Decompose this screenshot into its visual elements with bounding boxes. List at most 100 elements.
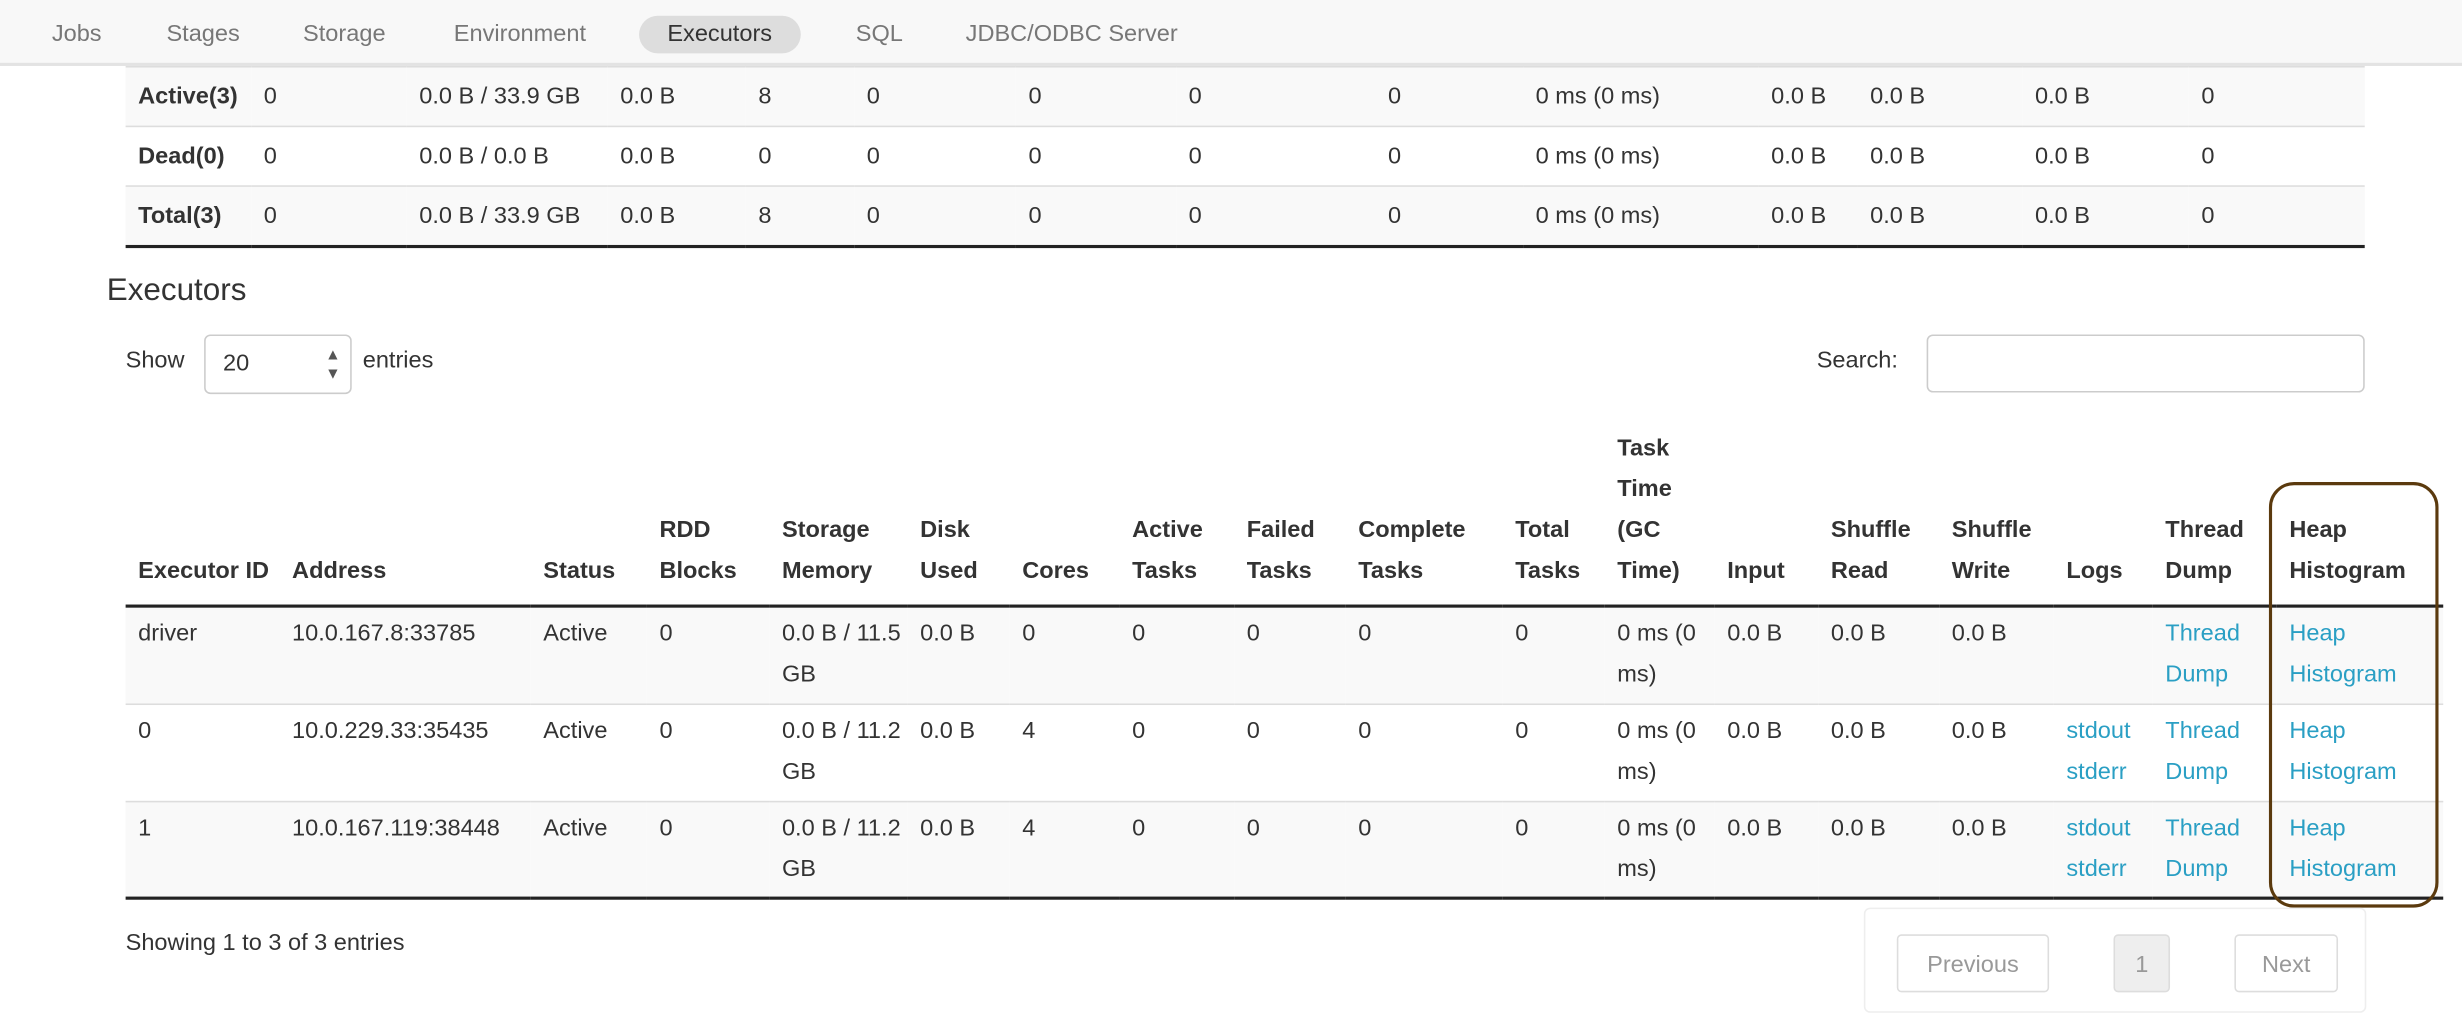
column-header[interactable]: Executor ID [125,428,280,608]
search-input[interactable] [1926,334,2365,393]
summary-cell: 0.0 B / 33.9 GB [406,65,608,127]
column-header[interactable]: Task Time (GC Time) [1604,428,1715,608]
column-header[interactable]: Thread Dump [2152,428,2277,608]
column-header[interactable]: Total Tasks [1502,428,1605,608]
heap-histogram-cell: Heap Histogram [2276,605,2444,704]
log-link-stderr[interactable]: stderr [2066,854,2127,882]
heap-histogram-link[interactable]: Heap Histogram [2289,716,2397,785]
column-header[interactable]: Failed Tasks [1234,428,1346,608]
column-header[interactable]: Input [1714,428,1819,608]
table-cell: Active [530,702,647,801]
summary-cell: 0 [251,125,407,187]
table-cell: 4 [1009,800,1120,900]
table-cell: 0 [1502,800,1605,900]
tab-environment[interactable]: Environment [453,20,587,48]
table-cell: 0 [1119,800,1235,900]
tab-executors[interactable]: Executors [639,15,801,54]
heap-histogram-link[interactable]: Heap Histogram [2289,814,2397,882]
summary-cell: 8 [745,185,855,249]
column-header[interactable]: Storage Memory [769,428,908,608]
tab-storage[interactable]: Storage [303,20,386,48]
column-header[interactable]: Cores [1009,428,1120,608]
heap-histogram-cell: Heap Histogram [2276,702,2444,801]
section-title: Executors [106,273,247,308]
table-cell: 0.0 B [907,800,1010,900]
table-cell: 0.0 B / 11.2 GB [769,800,908,900]
column-header[interactable]: Status [530,428,647,608]
table-cell: 0.0 B [1939,605,2054,704]
table-cell: 0 [1345,702,1503,801]
table-row: driver 10.0.167.8:33785 Active 0 0.0 B / 11.… [125,605,2444,704]
column-header[interactable]: Logs [2053,428,2153,608]
summary-row-label: Total(3) [125,185,252,249]
summary-cell: 0 [745,125,855,187]
column-header[interactable]: Disk Used [907,428,1010,608]
table-cell: 0 [125,702,280,801]
summary-cell: 0 [854,185,1016,249]
next-button[interactable]: Next [2234,934,2339,993]
column-header[interactable]: Active Tasks [1119,428,1235,608]
logs-cell: stdout stderr [2053,702,2153,801]
tab-jobs[interactable]: Jobs [51,20,102,48]
summary-cell: 0 [1176,65,1376,127]
page-1-button[interactable]: 1 [2113,934,2171,993]
summary-cell: 0 [2188,65,2365,127]
summary-cell: 0 [1176,125,1376,187]
summary-cell: 0.0 B [1857,185,2023,249]
summary-cell: 0 ms (0 ms) [1523,65,1759,127]
summary-cell: 0.0 B / 0.0 B [406,125,608,187]
column-header[interactable]: Complete Tasks [1345,428,1503,608]
summary-cell: 0.0 B [607,125,746,187]
table-cell: 0.0 B [1714,800,1819,900]
table-cell: 0 [646,605,770,704]
table-cell: 0 ms (0 ms) [1604,605,1715,704]
summary-cell: 0.0 B [2022,125,2189,187]
column-header[interactable]: Shuffle Write [1939,428,2054,608]
table-cell: 0 [1119,702,1235,801]
summary-cell: 0 [251,185,407,249]
log-link-stdout[interactable]: stdout [2066,814,2131,841]
table-cell: Active [530,605,647,704]
table-cell: 0 ms (0 ms) [1604,702,1715,801]
summary-cell: 0 [1015,185,1177,249]
table-row: 0 10.0.229.33:35435 Active 0 0.0 B / 11.2 GB… [125,702,2444,801]
thread-dump-link[interactable]: Thread Dump [2165,620,2240,688]
thread-dump-cell: Thread Dump [2152,702,2277,801]
previous-button[interactable]: Previous [1896,934,2050,993]
summary-cell: 0.0 B [1857,65,2023,127]
column-header[interactable]: Heap Histogram [2276,428,2444,608]
tab-sql[interactable]: SQL [855,20,903,48]
table-cell: 0.0 B [907,702,1010,801]
heap-histogram-link[interactable]: Heap Histogram [2289,620,2397,688]
table-cell: 0.0 B [1818,702,1940,801]
summary-cell: 0.0 B [2022,65,2189,127]
table-cell: 10.0.167.119:38448 [279,800,531,900]
log-link-stderr[interactable]: stderr [2066,757,2127,785]
summary-cell: 0.0 B [1758,185,1858,249]
table-cell: driver [125,605,280,704]
table-cell: 10.0.167.8:33785 [279,605,531,704]
column-header[interactable]: RDD Blocks [646,428,770,608]
thread-dump-link[interactable]: Thread Dump [2165,716,2240,785]
table-cell: 10.0.229.33:35435 [279,702,531,801]
entries-select[interactable]: 20 ▲ ▼ [204,334,352,395]
summary-cell: 0.0 B [1758,125,1858,187]
thread-dump-cell: Thread Dump [2152,800,2277,900]
entries-value: 20 [222,350,250,377]
table-cell: 0.0 B [1818,605,1940,704]
column-header[interactable]: Shuffle Read [1818,428,1940,608]
summary-cell: 0.0 B / 33.9 GB [406,185,608,249]
log-link-stdout[interactable]: stdout [2066,716,2131,744]
heap-histogram-cell: Heap Histogram [2276,800,2444,900]
entries-label: entries [362,347,434,374]
tab-stages[interactable]: Stages [166,20,240,48]
thread-dump-link[interactable]: Thread Dump [2165,814,2240,882]
tab-jdbc-odbc-server[interactable]: JDBC/ODBC Server [965,20,1178,48]
show-label: Show [125,347,185,374]
table-cell: 0 ms (0 ms) [1604,800,1715,900]
column-header[interactable]: Address [279,428,531,608]
summary-cell: 0 [1375,125,1524,187]
